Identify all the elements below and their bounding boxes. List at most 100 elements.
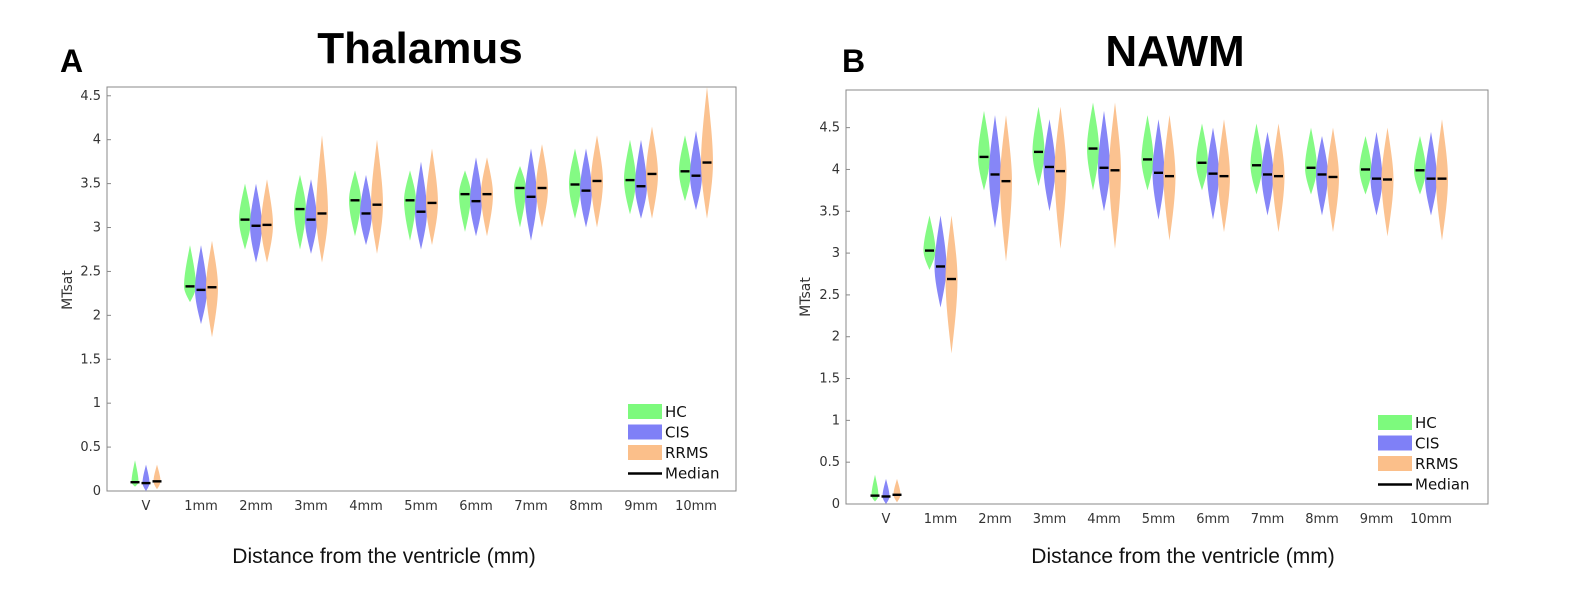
y-tick-label: 3 — [832, 246, 840, 261]
violin-cis-2mm — [250, 183, 262, 263]
x-tick-label: 6mm — [1196, 512, 1230, 527]
violin-hc-1mm — [184, 245, 196, 303]
legend-label-median: Median — [1415, 476, 1470, 494]
violin-rrms-4mm — [371, 139, 383, 254]
legend-label-rrms: RRMS — [1415, 455, 1458, 473]
plot-area-b: 0 0.5 1 1.5 2 2.5 3 3.5 4 4.5 V 1mm 2mm 3mm 4mm 5mm 6mm 7… — [819, 89, 1489, 527]
violin-cis-3mm — [305, 179, 317, 254]
violin-cis-6mm — [470, 157, 482, 237]
legend-label-median: Median — [665, 465, 720, 483]
x-tick-label: 9mm — [624, 499, 658, 514]
x-tick-label: 2mm — [978, 512, 1012, 527]
violin-hc-4mm — [1087, 102, 1099, 191]
violin-hc-3mm — [1032, 106, 1045, 187]
violin-hc-v — [871, 474, 879, 502]
plot-frame — [845, 89, 1489, 505]
x-tick-label: 3mm — [1033, 512, 1067, 527]
y-tick-label: 4 — [832, 162, 840, 177]
legend: HC CIS RRMS Median — [628, 403, 720, 483]
y-tick-label: 3.5 — [819, 204, 840, 219]
violin-hc-6mm — [459, 170, 471, 232]
violin-hc-10mm — [1414, 136, 1426, 195]
violin-rrms-2mm — [1000, 115, 1012, 262]
violin-cis-10mm — [690, 130, 702, 210]
y-axis-label-b: MTsat — [798, 277, 814, 317]
y-tick-label: 1.5 — [819, 372, 840, 387]
violin-cis-5mm — [415, 161, 427, 250]
violin-rrms-7mm — [536, 144, 548, 228]
violin-cis-3mm — [1043, 119, 1056, 212]
y-tick-label: 3 — [93, 221, 101, 236]
violin-rrms-7mm — [1272, 123, 1285, 233]
x-tick-label: 8mm — [569, 499, 603, 514]
violin-rrms-10mm — [1436, 119, 1448, 241]
violin-hc-6mm — [1196, 123, 1208, 191]
violin-hc-2mm — [239, 183, 251, 250]
violin-hc-10mm — [679, 135, 691, 202]
y-tick-label: 1.5 — [80, 352, 101, 367]
y-tick-label: 2.5 — [80, 264, 101, 279]
violin-cis-4mm — [360, 174, 372, 246]
violin-hc-9mm — [624, 139, 636, 215]
x-tick-label: 5mm — [1142, 512, 1176, 527]
violin-cis-v — [882, 478, 890, 504]
x-tick-label: V — [882, 512, 891, 527]
x-tick-label: 4mm — [1087, 512, 1121, 527]
legend-swatch-rrms — [628, 445, 662, 460]
violin-rrms-10mm — [701, 87, 713, 219]
legend-label-hc: HC — [665, 403, 687, 421]
violin-hc-3mm — [294, 174, 306, 250]
violin-cis-v — [142, 464, 150, 491]
x-axis-label-a: Distance from the ventricle (mm) — [232, 545, 535, 568]
y-axis-label-a: MTsat — [60, 270, 76, 310]
violin-rrms-6mm — [481, 157, 493, 237]
x-tick-label: 1mm — [184, 499, 218, 514]
legend-swatch-rrms — [1378, 456, 1412, 471]
violin-cis-9mm — [635, 139, 647, 219]
violin-rrms-1mm — [945, 215, 958, 354]
panel-letter-a: A — [60, 43, 83, 79]
panel-letter-b: B — [842, 43, 865, 79]
x-tick-label: 9mm — [1360, 512, 1394, 527]
violin-hc-v — [131, 460, 139, 487]
violin-hc-2mm — [978, 110, 990, 191]
violin-cis-8mm — [580, 148, 592, 228]
violin-hc-4mm — [349, 170, 361, 237]
violin-hc-1mm — [923, 215, 936, 270]
violin-cis-4mm — [1098, 110, 1110, 212]
violin-cis-1mm — [195, 245, 207, 325]
y-tick-label: 0.5 — [80, 440, 101, 455]
y-tick-label: 2.5 — [819, 288, 840, 303]
x-tick-label: V — [142, 499, 151, 514]
violin-cis-9mm — [1370, 131, 1383, 216]
violin-rrms-5mm — [426, 148, 438, 246]
y-tick-label: 1 — [93, 396, 101, 411]
legend-label-cis: CIS — [1415, 435, 1439, 453]
y-tick-label: 0 — [93, 484, 101, 499]
violin-rrms-9mm — [646, 126, 658, 219]
violin-rrms-5mm — [1163, 115, 1176, 241]
x-tick-label: 8mm — [1305, 512, 1339, 527]
violin-rrms-v — [893, 478, 901, 503]
violin-rrms-8mm — [1327, 127, 1339, 233]
x-axis-label-b: Distance from the ventricle (mm) — [1031, 545, 1334, 568]
violin-hc-9mm — [1359, 136, 1372, 195]
y-tick-label: 1 — [832, 413, 840, 428]
chart-title-b: NAWM — [1105, 27, 1244, 76]
violin-cis-1mm — [934, 215, 947, 308]
violin-rrms-9mm — [1381, 127, 1394, 237]
legend-swatch-hc — [628, 404, 662, 419]
x-tick-label: 10mm — [675, 499, 717, 514]
y-tick-label: 4.5 — [819, 121, 840, 136]
y-tick-label: 0.5 — [819, 455, 840, 470]
violin-cis-7mm — [525, 148, 537, 241]
x-tick-label: 1mm — [924, 512, 958, 527]
x-tick-label: 5mm — [404, 499, 438, 514]
violin-cis-8mm — [1316, 136, 1328, 216]
x-tick-label: 7mm — [514, 499, 548, 514]
violin-rrms-3mm — [316, 135, 328, 263]
y-tick-label: 4.5 — [80, 89, 101, 104]
violin-rrms-v — [153, 464, 161, 490]
violin-hc-8mm — [1305, 127, 1317, 195]
